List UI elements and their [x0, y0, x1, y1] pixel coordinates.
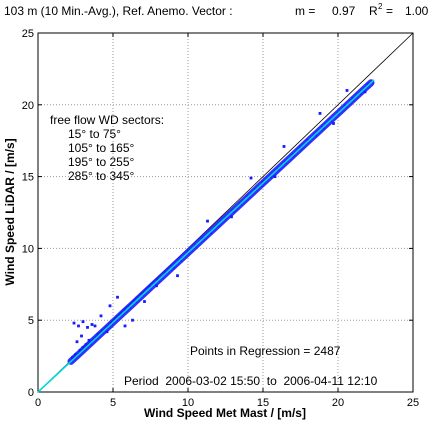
r2-exponent: 2	[378, 2, 383, 11]
regression-line	[37, 79, 375, 393]
y-axis-title: Wind Speed LiDAR / [m/s]	[3, 138, 17, 285]
x-tick-label: 25	[407, 397, 419, 409]
data-point	[80, 334, 83, 338]
x-tick-label: 0	[35, 397, 41, 409]
data-point	[93, 324, 97, 328]
tick-layer: 0 5 10 15 20 25 0 5 10 15 20 25	[22, 28, 419, 409]
data-point	[72, 321, 76, 325]
data-point	[131, 318, 134, 322]
data-point	[123, 324, 127, 328]
plot-frame	[37, 32, 414, 393]
x-tick-label: 5	[110, 397, 116, 409]
data-point	[176, 274, 179, 278]
data-point	[108, 304, 112, 308]
data-point	[249, 176, 253, 180]
points-in-regression: Points in Regression = 2487	[190, 344, 341, 358]
y-tick-label: 15	[22, 172, 34, 184]
data-point	[81, 320, 85, 324]
data-point	[90, 323, 94, 326]
data-point	[318, 112, 322, 115]
data-point	[75, 340, 79, 344]
sector-3: 195° to 255°	[68, 155, 135, 169]
r2-value: 1.00	[405, 4, 429, 18]
y-tick-label: 25	[22, 28, 34, 40]
chart-title: 103 m (10 Min.-Avg.), Ref. Anemo. Vector…	[4, 4, 233, 18]
data-point	[77, 324, 80, 328]
data-point	[282, 145, 286, 148]
data-point	[116, 295, 119, 299]
sector-4: 285° to 345°	[68, 169, 135, 183]
r2-equals: =	[386, 4, 393, 18]
y-tick-label: 0	[28, 387, 34, 399]
sectors-title: free flow WD sectors:	[50, 113, 164, 127]
period-text: Period 2006-03-02 15:50 to 2006-04-11 12…	[124, 374, 378, 388]
data-point	[143, 300, 146, 303]
x-axis-title: Wind Speed Met Mast / [m/s]	[144, 406, 306, 420]
y-tick-label: 10	[22, 243, 34, 255]
x-tick-label: 10	[182, 397, 194, 409]
slope-label: m =	[295, 4, 315, 18]
data-point	[332, 122, 335, 125]
r2-symbol: R	[369, 4, 378, 18]
x-tick-label: 15	[257, 397, 269, 409]
y-tick-label: 20	[22, 100, 34, 112]
y-tick-label: 5	[28, 315, 34, 327]
slope-value: 0.97	[332, 4, 356, 18]
data-point	[86, 325, 89, 329]
x-tick-label: 20	[332, 397, 344, 409]
data-point	[206, 219, 209, 223]
data-point	[99, 314, 103, 318]
data-point	[345, 89, 349, 92]
sector-2: 105° to 165°	[68, 141, 135, 155]
sector-1: 15° to 75°	[68, 127, 121, 141]
